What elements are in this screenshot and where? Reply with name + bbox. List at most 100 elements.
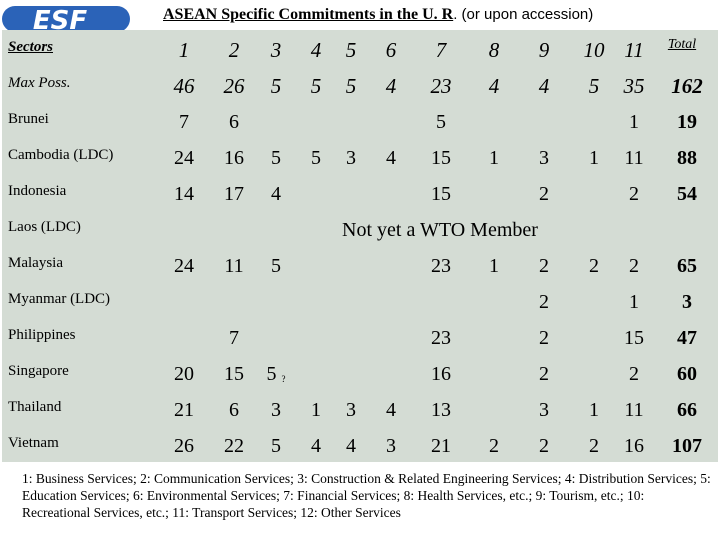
title-sub: . (or upon accession) — [453, 6, 594, 23]
table-cell — [331, 104, 371, 140]
table-cell — [296, 356, 336, 392]
table-cell — [474, 176, 514, 212]
header-row: Sectors 1 2 3 4 5 6 7 8 9 10 11 Total — [2, 32, 718, 68]
country-name: Philippines — [8, 327, 76, 343]
table-cell — [296, 248, 336, 284]
country-row-vietnam: Vietnam 26 22 5 4 4 3 21 2 2 2 16 107 — [2, 428, 718, 464]
country-name: Vietnam — [8, 435, 59, 451]
table-cell: 4 — [311, 435, 321, 457]
table-cell: 6 — [229, 111, 239, 133]
table-cell: 1 — [311, 399, 321, 421]
table-cell: 4 — [271, 183, 281, 205]
col-header: 1 — [178, 38, 190, 62]
table-cell — [371, 356, 411, 392]
table-cell: 21 — [431, 435, 451, 457]
table-cell: 23 — [431, 327, 451, 349]
max-cell: 46 — [173, 74, 195, 98]
table-cell — [296, 284, 336, 320]
country-name: Indonesia — [8, 183, 67, 199]
table-cell: 2 — [539, 327, 549, 349]
table-cell — [331, 356, 371, 392]
country-row-myanmar: Myanmar (LDC) 2 1 3 — [2, 284, 718, 320]
table-cell: 2 — [629, 255, 639, 277]
table-cell — [371, 320, 411, 356]
sectors-header: Sectors — [8, 39, 53, 55]
max-cell: 5 — [270, 74, 282, 98]
table-cell: 2 — [589, 435, 599, 457]
row-total: 3 — [682, 291, 692, 313]
table-cell — [474, 392, 514, 428]
row-total: 47 — [677, 327, 697, 349]
table-cell: 16 — [624, 435, 644, 457]
table-cell — [574, 320, 614, 356]
table-cell — [574, 284, 614, 320]
table-cell: 5 — [271, 435, 281, 457]
table-cell — [331, 284, 371, 320]
table-cell: 2 — [629, 183, 639, 205]
table-cell: 13 — [431, 399, 451, 421]
sector-legend-footnote: 1: Business Services; 2: Communication S… — [22, 471, 711, 520]
table-cell: 5 ? — [256, 356, 296, 392]
table-cell — [421, 284, 461, 320]
col-header: 10 — [583, 38, 605, 62]
table-cell — [574, 176, 614, 212]
country-row-indonesia: Indonesia 14 17 4 15 2 2 54 — [2, 176, 718, 212]
table-cell: 20 — [174, 363, 194, 385]
table-cell: 4 — [386, 399, 396, 421]
table-cell — [371, 284, 411, 320]
country-name: Myanmar (LDC) — [8, 291, 111, 307]
table-cell — [371, 104, 411, 140]
table-cell: 14 — [174, 183, 194, 205]
table-cell: 16 — [431, 363, 451, 385]
table-cell — [371, 176, 411, 212]
country-row-philippines: Philippines 7 23 2 15 47 — [2, 320, 718, 356]
table-cell: 6 — [229, 399, 239, 421]
table-cell — [164, 284, 204, 320]
max-cell: 5 — [310, 74, 322, 98]
table-cell: 15 — [431, 147, 451, 169]
table-cell — [296, 104, 336, 140]
max-total: 162 — [671, 74, 703, 98]
not-wto-member-note: Not yet a WTO Member — [342, 219, 538, 241]
col-header: 6 — [385, 38, 397, 62]
table-cell: 3 — [271, 399, 281, 421]
table-cell: 11 — [224, 255, 244, 277]
col-header: 5 — [345, 38, 357, 62]
table-cell: 1 — [589, 147, 599, 169]
cell-value: 5 — [266, 363, 277, 385]
table-cell: 2 — [489, 435, 499, 457]
table-cell: 23 — [431, 255, 451, 277]
row-total: 60 — [677, 363, 697, 385]
table-cell: 5 — [271, 255, 281, 277]
table-cell: 24 — [174, 147, 194, 169]
country-row-thailand: Thailand 21 6 3 1 3 4 13 3 1 11 66 — [2, 392, 718, 428]
table-cell: 5 — [436, 111, 446, 133]
uncertain-mark: ? — [281, 374, 286, 384]
table-cell: 5 — [311, 147, 321, 169]
col-header: 7 — [435, 38, 447, 62]
row-total: 65 — [677, 255, 697, 277]
max-cell: 5 — [345, 74, 357, 98]
table-cell: 17 — [224, 183, 244, 205]
table-cell — [256, 284, 296, 320]
table-cell — [256, 104, 296, 140]
table-cell: 3 — [386, 435, 396, 457]
table-cell — [296, 320, 336, 356]
table-cell — [474, 104, 514, 140]
table-cell: 1 — [629, 291, 639, 313]
country-row-brunei: Brunei 7 6 5 1 19 — [2, 104, 718, 140]
table-cell: 15 — [224, 363, 244, 385]
country-row-laos: Laos (LDC) Not yet a WTO Member — [2, 212, 718, 248]
row-total: 19 — [677, 111, 697, 133]
row-total: 88 — [677, 147, 697, 169]
table-cell: 24 — [174, 255, 194, 277]
table-cell: 7 — [179, 111, 189, 133]
table-cell: 1 — [629, 111, 639, 133]
table-cell: 2 — [539, 255, 549, 277]
table-cell — [331, 176, 371, 212]
table-cell: 15 — [624, 327, 644, 349]
table-cell: 16 — [224, 147, 244, 169]
table-cell — [296, 176, 336, 212]
country-row-singapore: Singapore 20 15 5 ? 16 2 2 60 — [2, 356, 718, 392]
table-cell: 2 — [539, 363, 549, 385]
